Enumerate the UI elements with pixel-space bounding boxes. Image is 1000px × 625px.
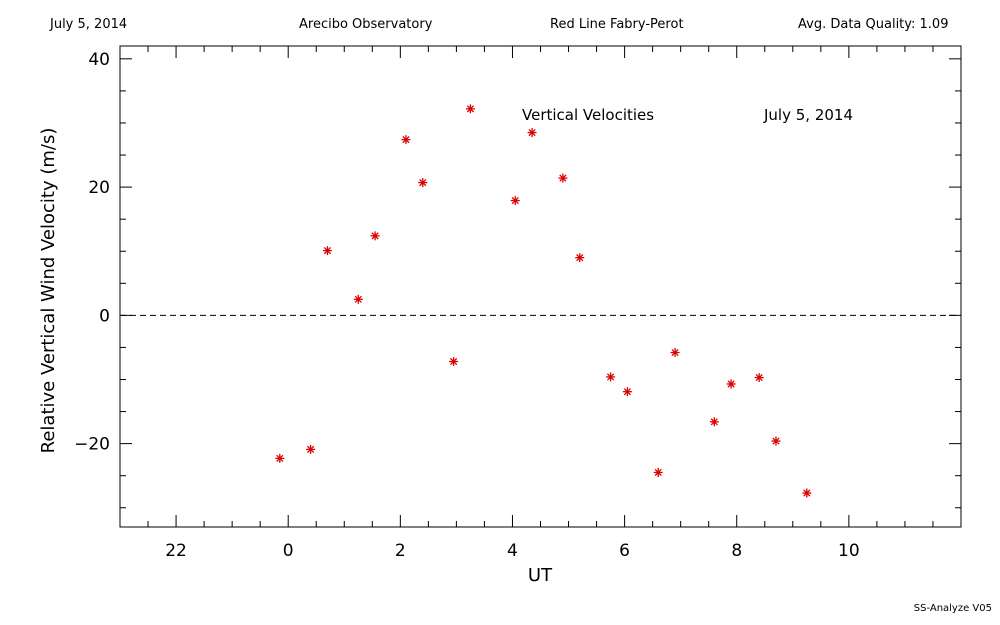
header-instrument: Red Line Fabry-Perot	[550, 17, 684, 32]
data-point	[771, 436, 781, 446]
data-point	[510, 196, 520, 206]
data-point	[527, 128, 537, 138]
x-tick-label: 2	[395, 541, 406, 561]
header-observatory: Arecibo Observatory	[299, 17, 433, 32]
data-points	[275, 104, 812, 498]
data-point	[754, 373, 764, 383]
data-point	[306, 444, 316, 454]
data-point	[353, 294, 363, 304]
data-point	[401, 135, 411, 145]
x-tick-label: 6	[619, 541, 630, 561]
header-date: July 5, 2014	[50, 17, 128, 32]
data-point	[449, 357, 459, 367]
x-tick-label: 8	[731, 541, 742, 561]
header-data-quality: Avg. Data Quality: 1.09	[798, 17, 949, 32]
x-tick-label: 0	[283, 541, 294, 561]
x-tick-label: 22	[165, 541, 187, 561]
x-tick-label: 4	[507, 541, 518, 561]
chart-title: Vertical Velocities	[522, 106, 654, 124]
chart-subtitle: July 5, 2014	[763, 106, 853, 124]
x-axis-label: UT	[528, 565, 553, 586]
data-point	[622, 387, 632, 397]
data-point	[670, 348, 680, 358]
data-point	[726, 379, 736, 389]
data-point	[322, 246, 332, 256]
data-point	[418, 178, 428, 188]
data-point	[802, 488, 812, 498]
version-label: SS-Analyze V05	[913, 603, 992, 614]
axis-ticks	[120, 46, 961, 527]
data-point	[465, 104, 475, 114]
data-point	[709, 417, 719, 427]
y-tick-label: 0	[99, 306, 110, 326]
y-tick-label: 40	[88, 50, 110, 70]
data-point	[558, 173, 568, 183]
data-point	[370, 231, 380, 241]
data-point	[653, 467, 663, 477]
tick-labels: 22 0 2 4 6 8 10 40 20 0 −20	[74, 50, 860, 561]
data-point	[606, 372, 616, 382]
x-tick-label: 10	[838, 541, 860, 561]
y-axis-label: Relative Vertical Wind Velocity (m/s)	[38, 128, 59, 454]
y-tick-label: 20	[88, 178, 110, 198]
data-point	[275, 453, 285, 463]
data-point	[575, 253, 585, 263]
y-tick-label: −20	[74, 435, 110, 455]
